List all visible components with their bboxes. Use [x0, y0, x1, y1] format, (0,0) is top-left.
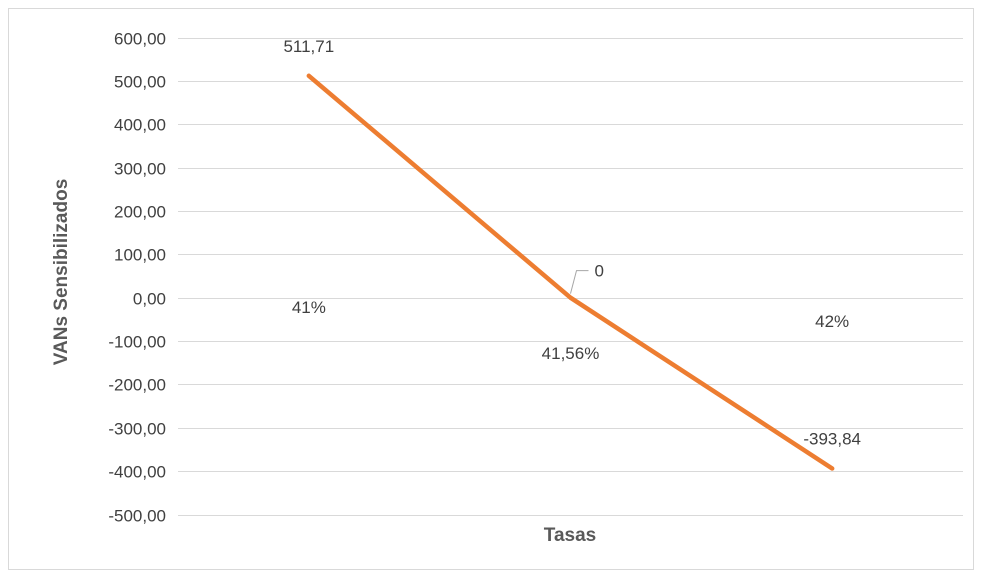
- y-tick-label: -200,00: [108, 376, 166, 395]
- y-tick-label: -300,00: [108, 420, 166, 439]
- y-tick-label: 600,00: [114, 30, 166, 49]
- y-tick-label: -100,00: [108, 333, 166, 352]
- y-tick-label: 300,00: [114, 160, 166, 179]
- chart-border: [8, 8, 974, 570]
- series-line: [306, 73, 835, 471]
- x-category-label: 41%: [292, 298, 326, 317]
- y-tick-label: 500,00: [114, 73, 166, 92]
- y-axis-title: VANs Sensibilizados: [51, 179, 72, 366]
- x-category-label: 41,56%: [542, 344, 600, 363]
- data-label-leader-line: [570, 270, 589, 294]
- x-axis-title: Tasas: [544, 525, 596, 546]
- category-labels: 41% 41,56% 42%: [292, 298, 849, 363]
- y-tick-label: -400,00: [108, 463, 166, 482]
- y-tick-labels: 600,00 500,00 400,00 300,00 200,00 100,00 0,00…: [108, 30, 166, 526]
- data-label: 0: [595, 262, 604, 281]
- gridlines: [178, 38, 963, 516]
- data-labels: 511,71 0 -393,84: [283, 37, 861, 449]
- y-tick-label: 0,00: [133, 290, 166, 309]
- y-tick-label: 200,00: [114, 203, 166, 222]
- y-tick-label: -500,00: [108, 507, 166, 526]
- data-label: -393,84: [803, 429, 861, 448]
- y-tick-label: 100,00: [114, 246, 166, 265]
- x-category-label: 42%: [815, 312, 849, 331]
- y-tick-label: 400,00: [114, 116, 166, 135]
- data-label: 511,71: [283, 37, 334, 56]
- series: [306, 73, 835, 471]
